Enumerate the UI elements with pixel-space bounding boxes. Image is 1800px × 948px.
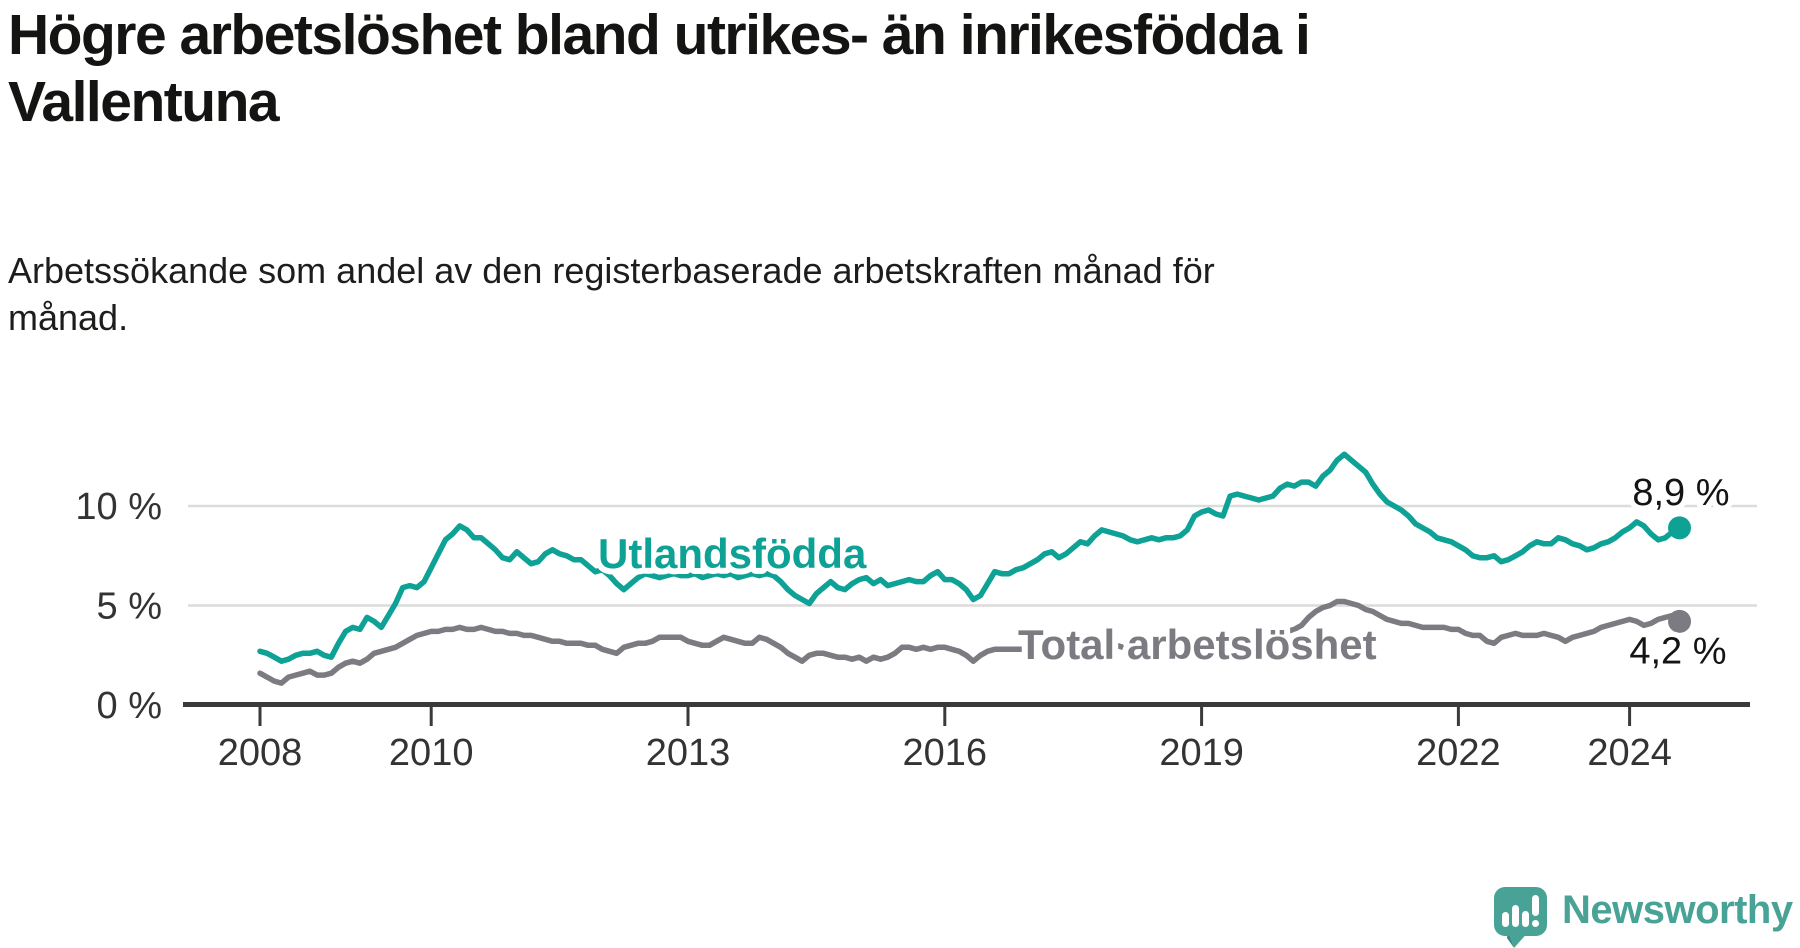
chart-subtitle: Arbetssökande som andel av den registerb…: [8, 248, 1528, 342]
series-end-dot: [1668, 609, 1692, 633]
chart-title-line1: Högre arbetslöshet bland utrikes- än inr…: [8, 3, 1311, 67]
series-name-label: Total arbetslöshet: [1018, 621, 1377, 668]
series-end-value-label: 4,2 %: [1629, 630, 1726, 672]
series-line-total: [257, 598, 1683, 686]
x-axis-tick-label: 2019: [1159, 732, 1244, 774]
newsworthy-logo-text: Newsworthy: [1562, 888, 1793, 932]
newsworthy-logo-icon: [1494, 887, 1547, 948]
y-axis-tick-label: 0 %: [97, 685, 162, 727]
x-axis-tick-label: 2024: [1587, 732, 1672, 774]
x-axis-tick-label: 2008: [218, 732, 303, 774]
y-axis-tick-label: 10 %: [75, 486, 162, 528]
x-axis-tick-label: 2010: [389, 732, 474, 774]
series-end-value-label: 8,9 %: [1632, 472, 1729, 514]
chart-title: Högre arbetslöshet bland utrikes- än inr…: [8, 2, 1628, 137]
x-axis-tick-label: 2013: [646, 732, 731, 774]
x-axis-tick-label: 2016: [903, 732, 988, 774]
chart-title-line2: Vallentuna: [8, 70, 280, 135]
series-end-dot: [1668, 516, 1692, 540]
y-axis-tick-label: 5 %: [97, 586, 162, 628]
series-line-utlandsfodda: [257, 451, 1683, 664]
chart-subtitle-line2: månad.: [8, 296, 129, 338]
x-axis-tick-label: 2022: [1416, 732, 1501, 774]
newsworthy-logo: Newsworthy: [1492, 886, 1793, 948]
series-name-label: Utlandsfödda: [598, 530, 867, 577]
chart-subtitle-line1: Arbetssökande som andel av den registerb…: [8, 250, 1215, 291]
